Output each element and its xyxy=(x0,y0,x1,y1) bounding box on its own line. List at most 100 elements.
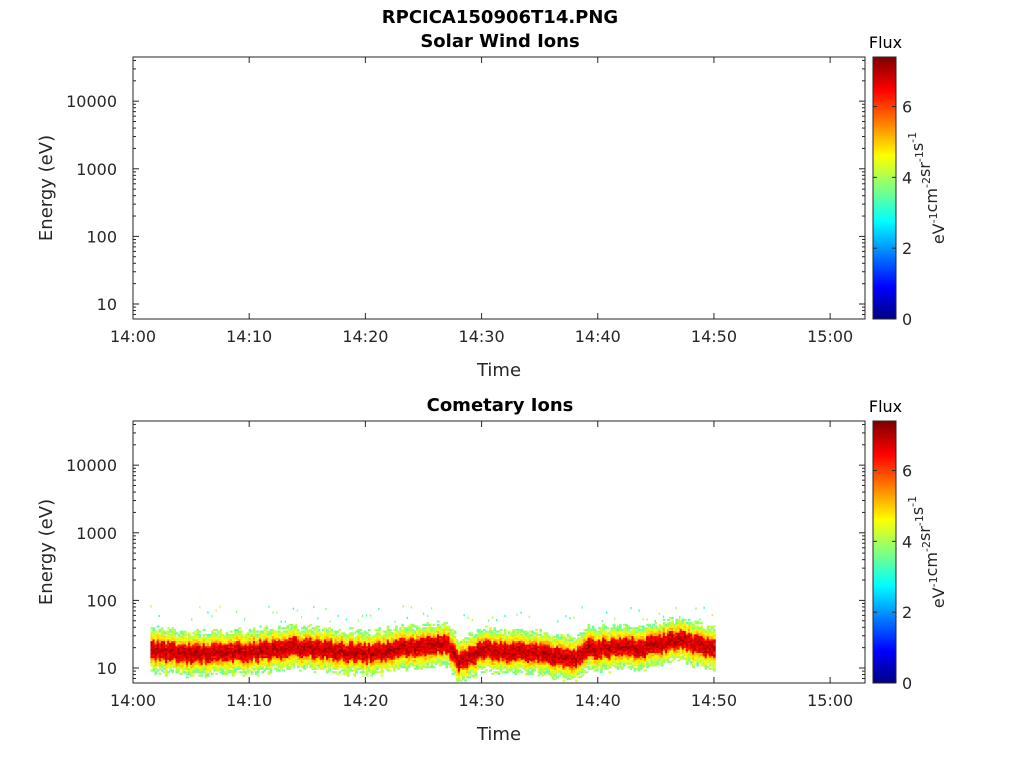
heatmap-cell xyxy=(397,633,400,637)
heatmap-cell xyxy=(156,650,160,653)
heatmap-cell xyxy=(445,649,449,652)
heatmap-cell xyxy=(424,652,428,655)
heatmap-cell xyxy=(200,659,204,662)
heatmap-cell xyxy=(374,669,377,672)
heatmap-cell xyxy=(267,633,271,637)
heatmap-cell xyxy=(522,637,526,640)
heatmap-cell xyxy=(219,640,223,643)
heatmap-cell xyxy=(330,628,333,631)
heatmap-cell xyxy=(372,667,375,670)
heatmap-cell xyxy=(547,672,551,675)
heatmap-cell xyxy=(564,674,568,677)
heatmap-cell xyxy=(541,659,545,662)
heatmap-cell xyxy=(562,664,566,667)
heatmap-cell xyxy=(489,637,492,640)
heatmap-cell xyxy=(156,657,160,660)
heatmap-cell xyxy=(284,637,287,640)
heatmap-cell xyxy=(558,669,561,672)
heatmap-cell xyxy=(305,630,308,633)
heatmap-cell xyxy=(244,664,248,667)
heatmap-cell xyxy=(357,657,361,660)
heatmap-cell xyxy=(374,642,377,645)
heatmap-cell xyxy=(436,657,440,660)
heatmap-cell xyxy=(303,632,306,635)
heatmap-cell xyxy=(200,667,204,670)
heatmap-cell xyxy=(217,652,221,655)
heatmap-cell xyxy=(495,671,499,674)
heatmap-cell xyxy=(269,637,273,640)
units-base: eV xyxy=(929,223,948,244)
heatmap-cell xyxy=(428,652,432,655)
heatmap-cell xyxy=(357,655,361,659)
heatmap-cell xyxy=(298,645,302,648)
heatmap-cell xyxy=(564,657,568,660)
heatmap-cell xyxy=(179,647,183,650)
heatmap-cell xyxy=(265,639,269,642)
heatmap-cell xyxy=(211,644,214,647)
heatmap-cell xyxy=(432,623,436,626)
heatmap-cell xyxy=(401,628,405,631)
heatmap-cell xyxy=(242,666,246,669)
heatmap-cell xyxy=(522,639,526,642)
heatmap-cell xyxy=(340,647,344,650)
heatmap-cell xyxy=(390,635,394,638)
heatmap-cell xyxy=(418,655,421,659)
heatmap-cell xyxy=(183,633,187,637)
heatmap-cell xyxy=(489,666,492,669)
heatmap-cell xyxy=(407,666,411,669)
heatmap-cell xyxy=(152,640,156,643)
heatmap-cell xyxy=(459,667,463,670)
heatmap-cell xyxy=(294,652,298,655)
heatmap-cell xyxy=(386,625,390,628)
heatmap-cell xyxy=(154,662,158,665)
heatmap-cell xyxy=(240,647,244,650)
heatmap-cell xyxy=(317,655,321,659)
heatmap-cell xyxy=(363,662,367,665)
heatmap-cell xyxy=(250,664,254,667)
heatmap-cell xyxy=(315,637,319,640)
heatmap-cell xyxy=(428,650,432,653)
heatmap-cell xyxy=(378,654,382,657)
heatmap-cell xyxy=(522,632,526,635)
heatmap-cell xyxy=(317,639,321,642)
heatmap-cell xyxy=(156,645,160,648)
heatmap-cell xyxy=(158,672,162,675)
heatmap-cell xyxy=(470,652,474,655)
heatmap-cell xyxy=(522,640,526,643)
heatmap-cell xyxy=(152,632,156,635)
heatmap-cell xyxy=(541,642,545,645)
heatmap-cell xyxy=(462,674,465,677)
heatmap-cell xyxy=(231,666,235,669)
heatmap-cell xyxy=(288,640,292,643)
heatmap-cell xyxy=(194,666,198,669)
heatmap-cell xyxy=(192,645,195,648)
heatmap-cell xyxy=(301,635,304,638)
heatmap-cell xyxy=(349,650,352,653)
heatmap-cell xyxy=(416,640,419,643)
heatmap-cell xyxy=(413,662,417,665)
heatmap-cell xyxy=(183,632,187,635)
heatmap-cell xyxy=(181,667,185,670)
heatmap-cell xyxy=(355,630,359,633)
heatmap-cell xyxy=(382,644,386,647)
heatmap-cell xyxy=(273,645,277,648)
heatmap-cell xyxy=(393,667,396,670)
heatmap-cell xyxy=(290,635,294,638)
heatmap-cell xyxy=(273,667,277,670)
heatmap-cell xyxy=(474,669,478,672)
heatmap-cell xyxy=(229,662,233,665)
heatmap-cell xyxy=(370,669,373,672)
heatmap-cell xyxy=(526,632,530,635)
heatmap-cell xyxy=(231,635,235,638)
heatmap-cell xyxy=(319,633,323,637)
heatmap-cell xyxy=(165,637,168,640)
heatmap-cell xyxy=(462,647,465,650)
heatmap-cell xyxy=(181,661,185,664)
heatmap-cell xyxy=(388,650,392,653)
heatmap-cell xyxy=(211,630,214,633)
heatmap-cell xyxy=(413,640,417,643)
heatmap-cell xyxy=(411,649,415,652)
heatmap-cell xyxy=(518,635,522,638)
heatmap-cell xyxy=(533,654,536,657)
heatmap-cell xyxy=(428,632,432,635)
